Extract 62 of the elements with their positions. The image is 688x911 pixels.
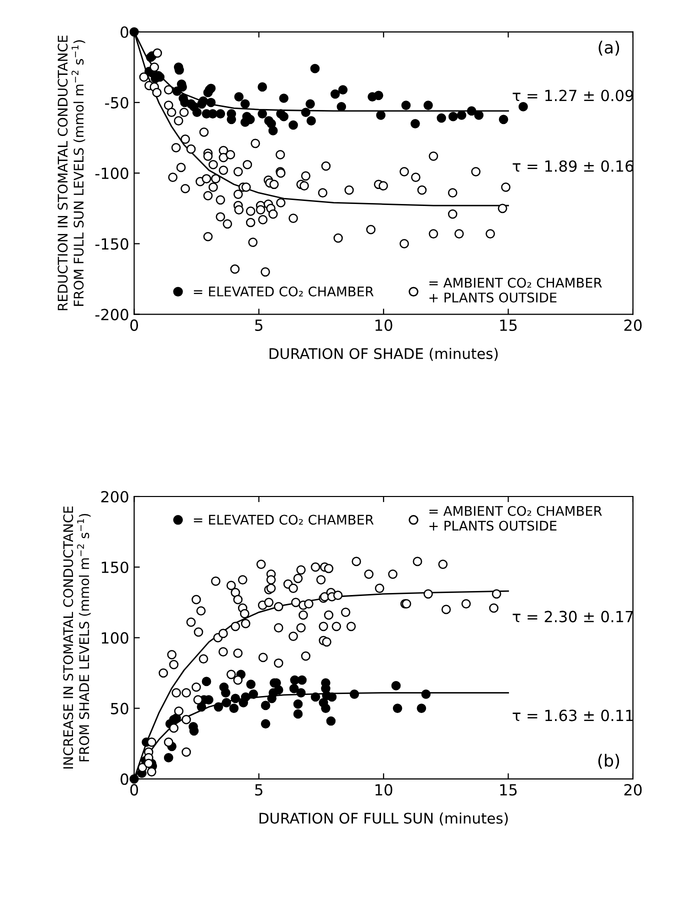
x-axis-title: DURATION OF FULL SUN (minutes) <box>260 812 508 826</box>
point <box>310 692 320 702</box>
legend-label: = ELEVATED CO₂ CHAMBER <box>194 514 374 525</box>
x-tick-label: 5 <box>255 784 262 796</box>
point <box>246 680 256 689</box>
point <box>260 700 270 710</box>
point <box>327 692 337 702</box>
y-tick-label: -100 <box>95 168 128 180</box>
y-tick-label: 150 <box>102 562 128 574</box>
x-tick-label: 20 <box>624 784 642 796</box>
point <box>229 704 239 713</box>
point <box>416 704 426 713</box>
y-axis-title: REDUCTION IN STOMATAL CONDUCTANCE FROM FULL SUN LEVELS (mmol m$^{−2}$ s$^{−1}$) <box>58 36 86 310</box>
y-tick-label: 100 <box>102 632 128 644</box>
point <box>350 690 360 699</box>
point <box>222 698 232 708</box>
x-tick-label: 15 <box>500 784 517 796</box>
x-axis-title: DURATION OF SHADE (minutes) <box>270 348 498 361</box>
point <box>321 704 330 713</box>
point <box>248 690 258 699</box>
legend-label: = AMBIENT CO₂ CHAMBER + PLANTS OUTSIDE <box>429 506 602 531</box>
annotation: (a) <box>598 40 620 56</box>
x-tick-label: 0 <box>130 319 138 331</box>
point <box>289 684 299 694</box>
point <box>421 690 431 699</box>
x-tick-label: 5 <box>255 320 262 331</box>
point <box>326 716 336 726</box>
annotation: τ = 1.89 ± 0.16 <box>512 160 634 172</box>
x-tick-label: 10 <box>376 784 392 796</box>
point <box>221 688 230 698</box>
x-tick-label: 0 <box>130 784 138 796</box>
point <box>391 681 401 690</box>
x-tick-label: 20 <box>624 319 642 331</box>
x-tick-label: 10 <box>376 319 392 331</box>
point <box>202 676 212 686</box>
legend-label: = ELEVATED CO₂ CHAMBER <box>194 286 374 296</box>
legend-label: = AMBIENT CO₂ CHAMBER + PLANTS OUTSIDE <box>429 278 602 302</box>
point <box>293 709 303 719</box>
x-tick-label: 15 <box>500 320 517 331</box>
point <box>214 702 224 712</box>
y-tick-label: -150 <box>95 238 128 250</box>
y-tick-label: -50 <box>105 96 128 109</box>
point <box>260 719 270 729</box>
annotation: τ = 2.30 ± 0.17 <box>512 610 633 622</box>
y-tick-label: 0 <box>120 26 128 38</box>
point <box>164 753 174 762</box>
annotation: τ = 1.27 ± 0.09 <box>512 90 634 102</box>
point <box>392 704 402 713</box>
y-tick-label: 200 <box>101 490 128 503</box>
point <box>172 714 181 723</box>
y-axis-title: INCREASE IN STOMATAL CONDUCTANCE FROM SHADE LEVELS (mmol m$^{−2}$ s$^{−1}$) <box>63 506 91 768</box>
point <box>240 692 250 702</box>
point <box>274 685 284 695</box>
y-tick-label: 0 <box>120 773 128 785</box>
point <box>297 675 307 685</box>
annotation: (b) <box>598 754 620 769</box>
annotation: τ = 1.63 ± 0.11 <box>512 710 633 722</box>
y-tick-label: 50 <box>111 702 128 714</box>
point <box>230 694 240 704</box>
y-tick-label: -200 <box>95 308 128 320</box>
point <box>296 688 306 698</box>
point <box>293 699 303 709</box>
